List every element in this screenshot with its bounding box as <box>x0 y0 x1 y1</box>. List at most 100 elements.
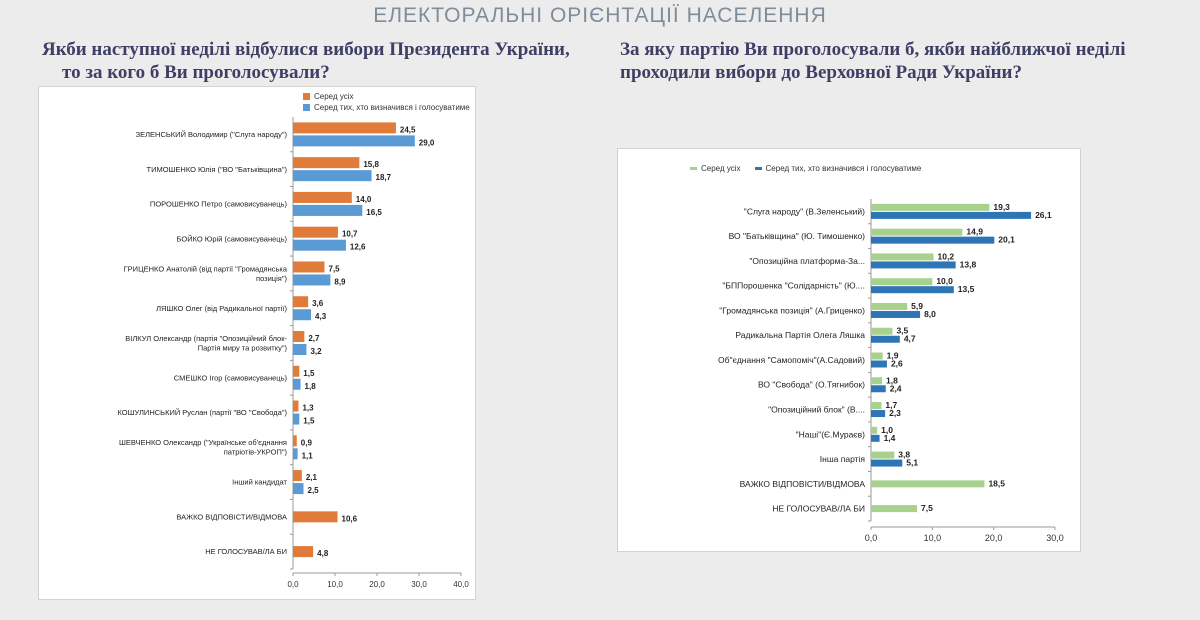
data-label-series-2: 20,1 <box>998 235 1015 245</box>
bar-series-1 <box>293 546 314 558</box>
bar-series-2 <box>871 410 886 418</box>
bar-series-1 <box>293 435 297 447</box>
category-label: патріотів-УКРОП") <box>224 448 288 457</box>
parliament-bar-chart: 0,0 10,0 20,0 30,0 "Слуга народу" (В.Зеленсь… <box>718 199 1064 543</box>
data-label-series-2: 1,5 <box>303 417 315 426</box>
data-label-series-2: 18,7 <box>376 173 392 182</box>
legend-label-series-1: Серед усіх <box>701 164 741 173</box>
legend-swatch-series-1 <box>690 167 697 170</box>
category-label: ВАЖКО ВІДПОВІСТИ/ВІДМОВА <box>176 512 287 521</box>
bar-series-1 <box>293 157 360 169</box>
page-title: ЕЛЕКТОРАЛЬНІ ОРІЄНТАЦІЇ НАСЕЛЕННЯ <box>373 4 827 27</box>
legend-item-series-1: Серед усіх <box>690 163 741 174</box>
data-label-series-1: 1,8 <box>886 375 898 385</box>
bar-series-1 <box>871 278 933 286</box>
bar-series-2 <box>871 335 900 343</box>
data-label-series-1: 10,2 <box>938 251 955 261</box>
legend-item-series-2: Серед тих, хто визначився і голосуватиме <box>303 102 470 113</box>
legend-swatch-series-2 <box>754 167 762 170</box>
category-label: ТИМОШЕНКО Юлія ("ВО "Батьківщина") <box>146 165 287 174</box>
bar-series-1 <box>871 228 963 236</box>
legend-swatch-series-2 <box>303 104 310 111</box>
data-label-series-2: 8,0 <box>924 309 936 319</box>
category-label: позиція") <box>256 274 287 283</box>
data-label-series-2: 1,4 <box>884 433 896 443</box>
bar-series-2 <box>293 239 346 251</box>
x-tick-label: 40,0 <box>453 580 469 589</box>
bar-series-2 <box>871 236 995 244</box>
x-tick-label: 0,0 <box>865 533 878 543</box>
category-label: "Громадянська позиція" (А.Гриценко) <box>719 305 865 315</box>
bar-series-2 <box>871 459 903 467</box>
data-label-series-2: 8,9 <box>334 277 346 286</box>
data-label-series-2: 1,1 <box>302 451 314 460</box>
data-label-series-2: 2,4 <box>890 383 902 393</box>
category-label: БОЙКО Юрій (самовисуванець) <box>177 234 288 243</box>
bar-series-2 <box>293 274 331 286</box>
bar-series-1 <box>871 426 878 434</box>
data-label-series-1: 5,9 <box>911 301 923 311</box>
bar-series-1 <box>293 470 302 482</box>
bar-series-2 <box>871 286 954 294</box>
data-label-series-1: 3,8 <box>898 450 910 460</box>
bar-series-1 <box>293 331 305 342</box>
bar-series-1 <box>293 191 352 203</box>
bar-series-2 <box>871 385 886 393</box>
parliament-chart-legend: Серед усіх Серед тих, хто визначився і г… <box>690 163 921 174</box>
bar-series-2 <box>871 310 921 318</box>
bar-series-1 <box>871 402 882 410</box>
right-question-line-2: проходили вибори до Верховної Ради Украї… <box>620 62 1022 83</box>
bar-series-1 <box>293 400 299 412</box>
left-question-line-1: Якби наступної неділі відбулися вибори П… <box>42 39 570 60</box>
x-tick-label: 10,0 <box>327 580 343 589</box>
president-chart-legend: Серед усіх Серед тих, хто визначився і г… <box>303 91 470 113</box>
president-bar-chart: 0,0 10,0 20,0 30,0 40,0 ЗЕЛЕНСЬКИЙ Володимир … <box>118 117 469 589</box>
legend-swatch-series-1 <box>303 93 310 100</box>
bar-series-1 <box>871 480 985 488</box>
legend-label-series-1: Серед усіх <box>314 92 354 101</box>
category-label: ВАЖКО ВІДПОВІСТИ/ВІДМОВА <box>740 479 866 489</box>
bar-series-1 <box>871 302 908 310</box>
bar-series-1 <box>293 226 338 238</box>
category-label: ЛЯШКО Олег (від Радикальної партії) <box>156 304 287 313</box>
category-label: Радикальна Партія Олега Ляшка <box>735 330 865 340</box>
data-label-series-2: 2,5 <box>308 486 320 495</box>
legend-item-series-2: Серед тих, хто визначився і голосуватиме <box>754 163 921 174</box>
x-tick-label: 20,0 <box>369 580 385 589</box>
data-label-series-1: 0,9 <box>301 438 313 447</box>
president-chart-panel: Серед усіх Серед тих, хто визначився і г… <box>38 86 476 600</box>
data-label-series-1: 18,5 <box>988 478 1005 488</box>
data-label-series-2: 26,1 <box>1035 210 1052 220</box>
category-label: НЕ ГОЛОСУВАВ/ЛА БИ <box>772 504 865 514</box>
data-label-series-1: 24,5 <box>400 125 416 134</box>
legend-label-series-2: Серед тих, хто визначився і голосуватиме <box>314 103 470 112</box>
data-label-series-2: 13,8 <box>960 259 977 269</box>
data-label-series-1: 10,6 <box>342 514 358 523</box>
data-label-series-1: 3,6 <box>312 299 324 308</box>
data-label-series-1: 10,0 <box>936 276 953 286</box>
bar-series-1 <box>293 261 325 273</box>
data-label-series-2: 29,0 <box>419 138 435 147</box>
x-tick-label: 30,0 <box>411 580 427 589</box>
bar-series-2 <box>293 448 298 460</box>
x-tick-label: 0,0 <box>287 580 299 589</box>
bar-series-2 <box>293 483 304 495</box>
data-label-series-1: 15,8 <box>363 160 379 169</box>
data-label-series-2: 1,8 <box>305 382 317 391</box>
bar-series-2 <box>293 170 372 182</box>
bar-series-1 <box>871 505 917 513</box>
category-label: Партія миру та розвитку") <box>198 343 288 352</box>
category-label: Інший кандидат <box>232 478 287 487</box>
category-label: "Слуга народу" (В.Зеленський) <box>744 206 865 216</box>
data-label-series-1: 19,3 <box>993 202 1010 212</box>
category-label: ПОРОШЕНКО Петро (самовисуванець) <box>150 200 288 209</box>
bar-series-1 <box>293 365 300 377</box>
data-label-series-2: 4,3 <box>315 312 327 321</box>
bar-series-1 <box>871 327 893 335</box>
bar-series-2 <box>293 204 363 216</box>
data-label-series-1: 7,5 <box>329 264 341 273</box>
bar-series-2 <box>293 413 300 425</box>
data-label-series-2: 4,7 <box>904 334 916 344</box>
bar-series-1 <box>871 451 895 459</box>
data-label-series-1: 1,0 <box>881 425 893 435</box>
